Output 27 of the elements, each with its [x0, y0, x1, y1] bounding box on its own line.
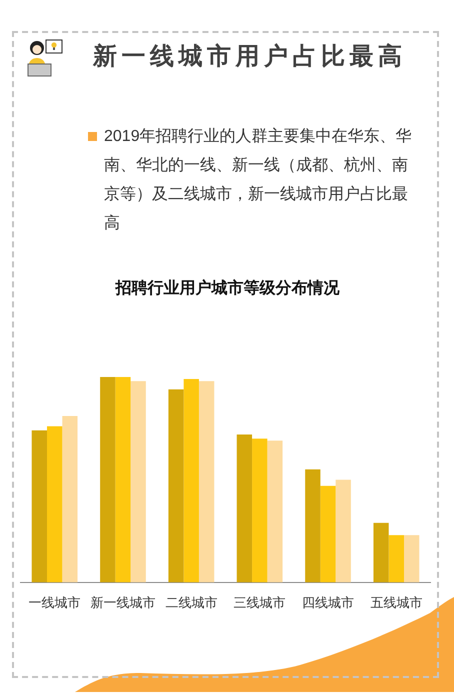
bar: [320, 486, 336, 582]
x-tick-label: 新一线城市: [90, 594, 156, 610]
x-tick-label: 一线城市: [28, 594, 81, 610]
bar: [32, 430, 47, 582]
bar: [168, 389, 184, 582]
bar: [62, 416, 78, 582]
bar: [46, 426, 62, 582]
bar: [184, 379, 199, 582]
bar: [100, 377, 116, 582]
x-tick-label: 三线城市: [234, 594, 286, 610]
bar: [267, 440, 283, 582]
text: 2019年招聘行业的人群主要集中在华东、华南、华北的一线、新一线（成都、杭州、南京等）及二线城市，新一线城市用户占比最高: [104, 126, 413, 234]
bar: [404, 535, 420, 582]
bar: [198, 381, 214, 582]
bar: [236, 434, 252, 582]
bar: [336, 480, 351, 582]
chart-title: 招聘行业用户城市等级分布情况: [114, 278, 340, 299]
bar: [373, 522, 389, 582]
chart-subtitle: 新一线城市用户占比最高: [93, 42, 406, 72]
bar: [130, 381, 146, 582]
bar: [115, 377, 131, 582]
bar: [252, 438, 268, 582]
x-tick-label: 五线城市: [370, 594, 422, 610]
bar: [305, 469, 320, 582]
x-tick-label: 四线城市: [302, 594, 354, 610]
bar: [388, 535, 404, 582]
x-tick-label: 二线城市: [165, 594, 218, 610]
